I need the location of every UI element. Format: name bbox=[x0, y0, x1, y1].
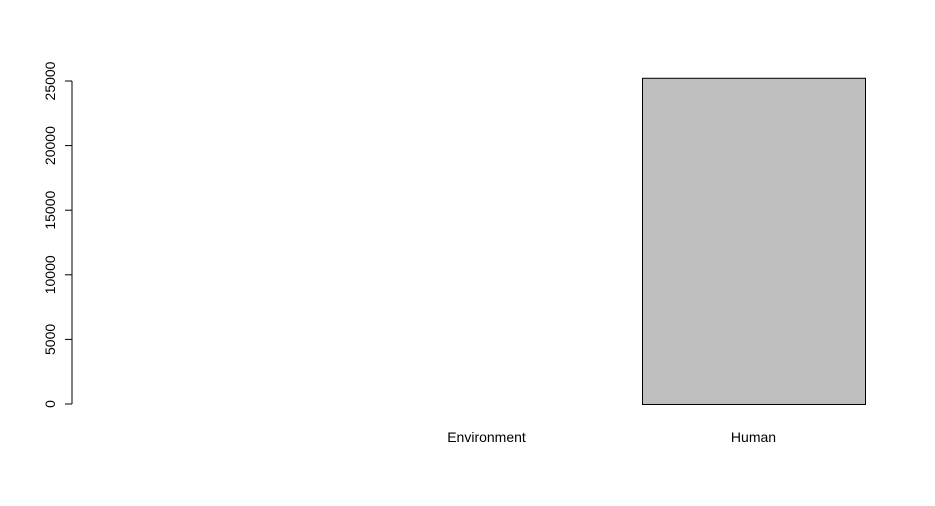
y-tick-label: 10000 bbox=[42, 255, 58, 294]
bar bbox=[642, 77, 866, 406]
y-tick-label: 5000 bbox=[42, 324, 58, 355]
x-category-label: Human bbox=[731, 429, 776, 445]
y-axis: 0 5000 10000 15000 20000 25000 bbox=[42, 61, 73, 408]
y-tick-label: 20000 bbox=[42, 126, 58, 165]
y-tick-label: 15000 bbox=[42, 191, 58, 230]
x-category-label: Environment bbox=[447, 429, 526, 445]
y-tick-label: 0 bbox=[42, 400, 58, 408]
bars bbox=[642, 77, 866, 406]
y-tick-label: 25000 bbox=[42, 61, 58, 100]
x-axis-labels: Environment Human bbox=[447, 429, 776, 445]
